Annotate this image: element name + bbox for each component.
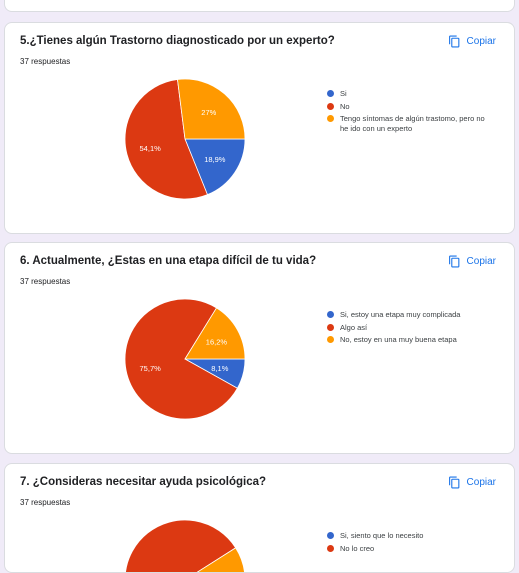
- pie-slice: [184, 307, 246, 360]
- legend-item: Si: [327, 89, 492, 99]
- copy-icon: [448, 255, 459, 268]
- legend-item: Si, estoy una etapa muy complicada: [327, 310, 492, 320]
- chart-legend: Si, estoy una etapa muy complicada Algo a…: [327, 310, 492, 348]
- slice-value-label: 16,2%: [206, 337, 228, 346]
- copy-button[interactable]: Copiar: [448, 255, 496, 268]
- copy-label: Copiar: [466, 36, 496, 47]
- pie-slice: [177, 78, 246, 140]
- pie-slice: [124, 298, 238, 420]
- response-count: 37 respuestas: [20, 57, 71, 66]
- copy-button[interactable]: Copiar: [448, 35, 496, 48]
- chart-legend: Si, siento que lo necesito No lo creo: [327, 531, 492, 556]
- slice-value-label: 75,7%: [140, 364, 162, 373]
- legend-label: Si, estoy una etapa muy complicada: [340, 310, 461, 319]
- legend-label: No, estoy en una muy buena etapa: [340, 335, 457, 344]
- legend-item: Algo así: [327, 323, 492, 333]
- pie-chart: 18,9% 54,1% 27%: [124, 78, 246, 200]
- legend-item: No lo creo: [327, 544, 492, 554]
- response-count: 37 respuestas: [20, 277, 71, 286]
- slice-value-label: 8,1%: [211, 364, 228, 373]
- chart-legend: Si No Tengo síntomas de algún trastomo, pe…: [327, 89, 492, 136]
- question-title: 6. Actualmente, ¿Estas en una etapa difí…: [20, 255, 317, 267]
- legend-label: No lo creo: [340, 543, 375, 553]
- response-count: 37 respuestas: [20, 498, 71, 507]
- legend-item: Tengo síntomas de algún trastomo, pero n…: [327, 114, 492, 133]
- copy-label: Copiar: [466, 477, 496, 488]
- copy-button[interactable]: Copiar: [448, 476, 496, 489]
- legend-color-dot: [327, 115, 334, 122]
- question-card-5: 5.¿Tienes algún Trastorno diagnosticado …: [4, 22, 515, 234]
- previous-question-card: [4, 0, 515, 12]
- legend-label: Si, siento que lo necesito: [340, 531, 424, 540]
- legend-color-dot: [327, 532, 334, 539]
- legend-label: Algo así: [340, 322, 368, 332]
- pie-slice: [184, 138, 246, 196]
- pie-chart: [125, 519, 245, 572]
- legend-label: Tengo síntomas de algún trastomo, pero n…: [340, 114, 485, 133]
- legend-color-dot: [327, 323, 334, 331]
- legend-label: Si: [340, 89, 347, 98]
- legend-item: Si, siento que lo necesito: [327, 531, 492, 541]
- question-title: 5.¿Tienes algún Trastorno diagnosticado …: [20, 35, 335, 47]
- pie-chart: 8,1% 75,7% 16,2%: [124, 298, 246, 420]
- legend-color-dot: [327, 90, 334, 97]
- legend-label: No: [340, 101, 350, 111]
- slice-value-label: 18,9%: [204, 155, 226, 164]
- copy-label: Copiar: [466, 256, 496, 267]
- copy-icon: [448, 35, 459, 48]
- question-card-6: 6. Actualmente, ¿Estas en una etapa difí…: [4, 242, 515, 454]
- slice-value-label: 54,1%: [140, 144, 162, 153]
- question-title: 7. ¿Consideras necesitar ayuda psicológi…: [20, 476, 267, 488]
- legend-item: No, estoy en una muy buena etapa: [327, 335, 492, 345]
- legend-color-dot: [327, 336, 334, 343]
- legend-color-dot: [327, 102, 334, 110]
- legend-item: No: [327, 102, 492, 112]
- legend-color-dot: [327, 311, 334, 318]
- legend-color-dot: [327, 544, 334, 552]
- slice-value-label: 27%: [201, 108, 216, 117]
- copy-icon: [448, 476, 459, 489]
- pie-slice: [124, 79, 208, 200]
